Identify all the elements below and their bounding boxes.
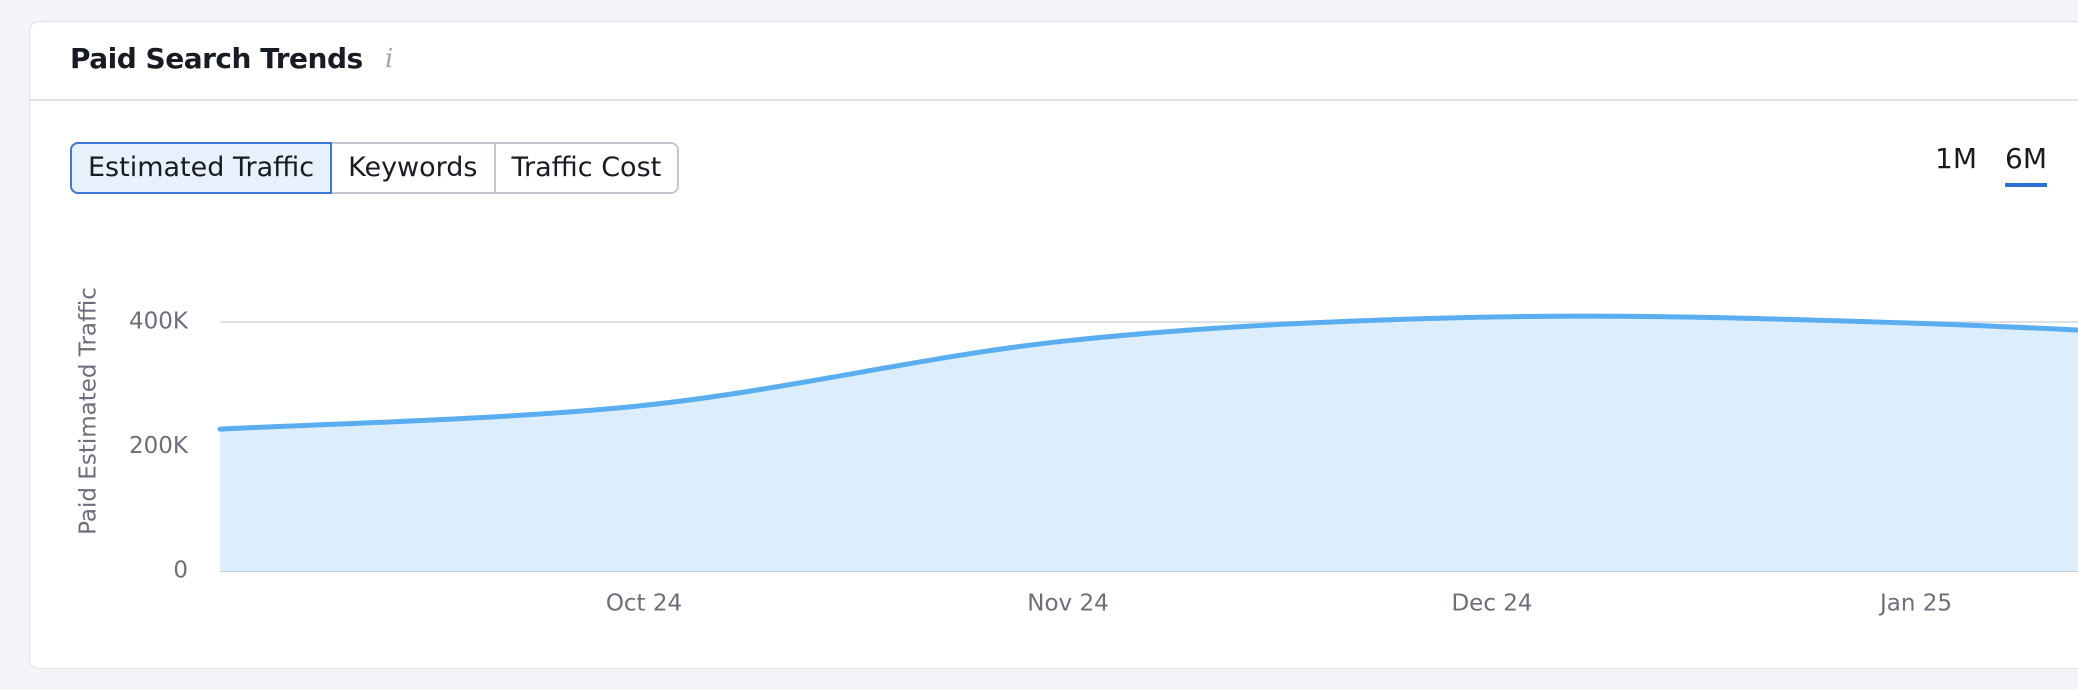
info-icon[interactable]: i bbox=[385, 44, 394, 74]
x-tick-label: Dec 24 bbox=[1451, 591, 1532, 617]
period-option[interactable]: 1M bbox=[1935, 142, 1977, 175]
x-tick-label: Jan 25 bbox=[1878, 591, 1952, 617]
tab[interactable]: Estimated Traffic bbox=[70, 142, 333, 194]
tabs: Estimated Traffic Keywords Traffic Cost bbox=[70, 142, 680, 194]
tab[interactable]: Keywords bbox=[330, 142, 496, 194]
tab[interactable]: Traffic Cost bbox=[493, 142, 680, 194]
y-axis-label: Paid Estimated Traffic bbox=[76, 287, 102, 535]
y-tick-label: 400K bbox=[129, 309, 189, 335]
period-option[interactable]: 6M bbox=[2005, 142, 2047, 187]
x-tick-label: Nov 24 bbox=[1027, 591, 1108, 617]
card-title: Paid Search Trends bbox=[70, 42, 363, 75]
divider bbox=[30, 99, 2078, 101]
x-tick-label: Oct 24 bbox=[606, 591, 682, 617]
area-fill bbox=[220, 316, 2078, 571]
y-tick-label: 200K bbox=[129, 433, 189, 459]
series-line bbox=[217, 313, 2078, 432]
y-tick-label: 0 bbox=[173, 558, 188, 584]
